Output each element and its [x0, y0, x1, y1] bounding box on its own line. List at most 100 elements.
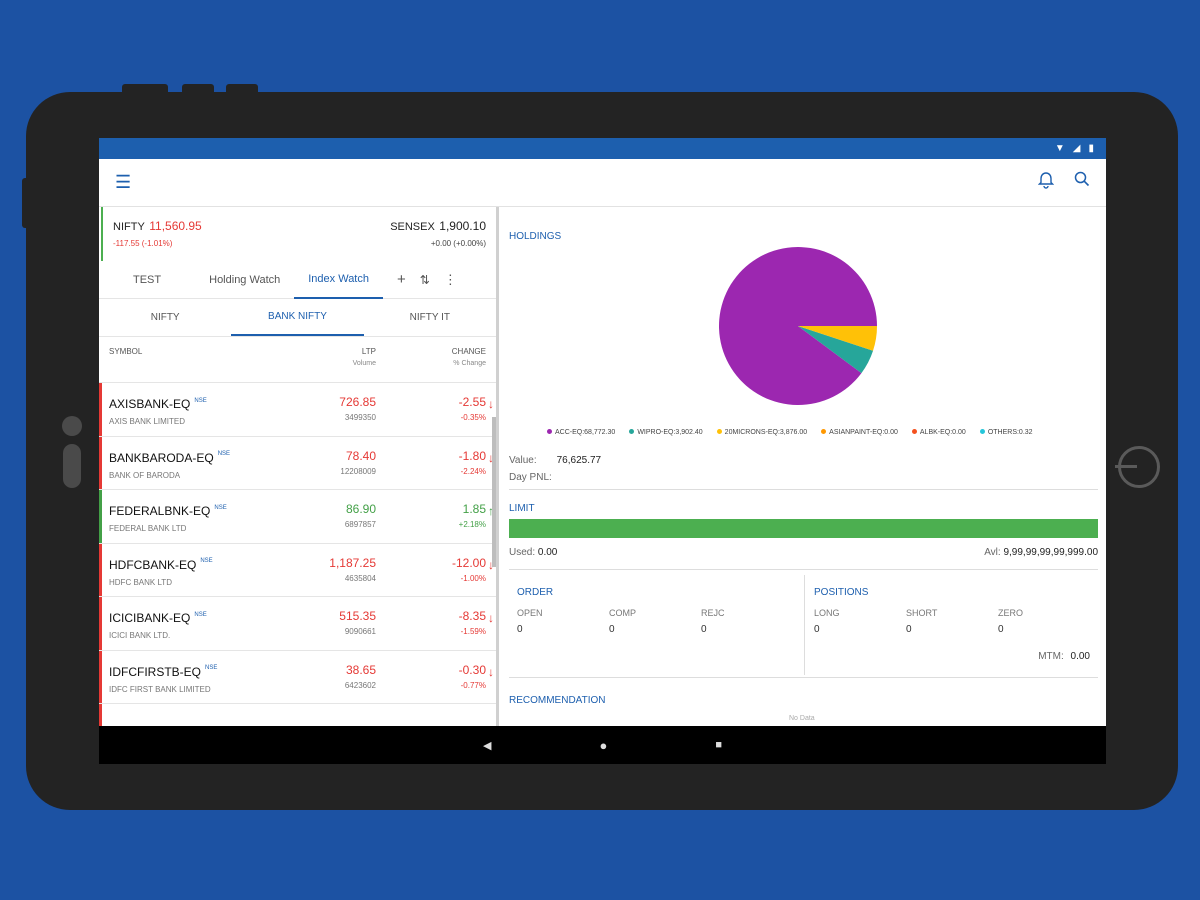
legend-dot: [821, 429, 827, 434]
legend-item: 20MICRONS-EQ:3,876.00: [716, 429, 807, 436]
stock-list: AXISBANK-EQ NSE AXIS BANK LIMITED 726.85 …: [99, 383, 496, 704]
trend-bar: [99, 597, 102, 650]
order-section[interactable]: ORDER OPEN 0 COMP 0 REJC 0: [517, 587, 725, 635]
row-company: HDFC BANK LTD: [109, 577, 172, 587]
row-pct-change: -0.77%: [460, 680, 486, 690]
sensor-icon: [63, 444, 81, 488]
hamburger-menu-icon[interactable]: ☰: [115, 172, 132, 192]
legend-label: ASIANPAINT-EQ:0.00: [829, 429, 898, 436]
row-symbol: FEDERALBNK-EQ: [109, 504, 211, 518]
exchange-tag: NSE: [194, 397, 207, 404]
row-volume: 3499350: [344, 413, 376, 422]
divider: [804, 575, 805, 675]
row-ltp: 86.90: [345, 502, 376, 516]
exchange-tag: NSE: [200, 558, 213, 565]
watchlist-panel: NIFTY 11,560.95 -117.55 (-1.01%) SENSEX …: [99, 207, 499, 726]
pie-slice[interactable]: [798, 326, 877, 351]
holdings-pie-chart[interactable]: [717, 245, 879, 412]
row-volume: 12208009: [340, 466, 376, 476]
index-summary: NIFTY 11,560.95 -117.55 (-1.01%) SENSEX …: [101, 207, 496, 261]
arrow-down-icon: ↓: [488, 397, 494, 411]
power-icon: [1115, 446, 1160, 488]
table-row[interactable]: AXISBANK-EQ NSE AXIS BANK LIMITED 726.85 …: [99, 383, 496, 437]
legend-dot: [629, 429, 635, 434]
arrow-up-icon: ↑: [488, 504, 494, 518]
legend-dot: [979, 429, 985, 434]
divider: [509, 677, 1098, 678]
row-symbol: HDFCBANK-EQ: [109, 557, 197, 572]
row-company: FEDERAL BANK LTD: [109, 524, 187, 533]
status-bar: ▼ ◢ ▮: [99, 138, 1106, 159]
row-pct-change: -1.00%: [460, 573, 486, 583]
scrollbar[interactable]: [492, 417, 496, 567]
more-vert-icon[interactable]: ⋮: [443, 271, 457, 287]
camera-icon: [62, 416, 82, 436]
row-volume: 4635804: [344, 573, 376, 583]
legend-item: ACC-EQ:68,772.30: [547, 429, 615, 436]
row-change: -8.35: [458, 609, 486, 623]
tab-nifty[interactable]: NIFTY: [150, 312, 180, 323]
sort-icon[interactable]: ⇅: [419, 272, 430, 287]
exchange-tag: NSE: [205, 665, 218, 672]
table-row[interactable]: ICICIBANK-EQ NSE ICICI BANK LTD. 515.35 9…: [99, 597, 496, 651]
legend-item: WIPRO-EQ:3,902.40: [629, 429, 703, 436]
search-icon[interactable]: [1074, 171, 1090, 194]
tab-holding-watch[interactable]: Holding Watch: [209, 273, 281, 286]
table-row[interactable]: FEDERALBNK-EQ NSE FEDERAL BANK LTD 86.90 …: [99, 490, 496, 544]
legend-item: ALBK-EQ:0.00: [911, 429, 966, 436]
holdings-legend: ACC-EQ:68,772.30 WIPRO-EQ:3,902.40 20MICRO…: [547, 429, 1033, 436]
holdings-title: HOLDINGS: [509, 231, 562, 242]
volume-button: [122, 84, 168, 94]
no-data-text: No Data: [789, 715, 815, 722]
trend-bar: [99, 490, 102, 543]
legend-dot: [911, 429, 917, 434]
legend-item: ASIANPAINT-EQ:0.00: [821, 429, 898, 436]
row-symbol: BANKBARODA-EQ: [109, 450, 214, 465]
tab-nifty-it[interactable]: NIFTY IT: [409, 312, 450, 323]
row-change: -1.80: [458, 448, 486, 463]
sensex-index[interactable]: SENSEX 1,900.10 +0.00 (+0.00%): [390, 219, 486, 248]
arrow-down-icon: ↓: [488, 557, 494, 572]
screen: ▼ ◢ ▮ ☰ NIFTY 11,560.95 -117.55 (-1.01%)…: [99, 138, 1106, 764]
exchange-tag: NSE: [194, 611, 207, 618]
row-pct-change: -0.35%: [460, 413, 486, 422]
table-row[interactable]: IDFCFIRSTB-EQ NSE IDFC FIRST BANK LIMITED…: [99, 650, 496, 704]
home-icon[interactable]: ●: [599, 737, 608, 753]
legend-dot: [547, 429, 552, 434]
bell-icon[interactable]: [1037, 171, 1055, 194]
row-ltp: 726.85: [339, 395, 376, 409]
recommendation-title: RECOMMENDATION: [509, 695, 606, 706]
table-row[interactable]: [99, 704, 496, 726]
tab-bank-nifty[interactable]: BANK NIFTY: [231, 299, 364, 336]
limit-title: LIMIT: [509, 503, 535, 514]
divider: [509, 569, 1098, 570]
pie-slice[interactable]: [798, 326, 874, 374]
trend-bar: [99, 650, 102, 703]
nifty-index[interactable]: NIFTY 11,560.95 -117.55 (-1.01%): [113, 219, 202, 248]
app-bar: ☰: [99, 159, 1106, 207]
side-button: [22, 178, 30, 228]
exchange-tag: NSE: [214, 504, 227, 511]
row-volume: 6897857: [344, 520, 376, 529]
battery-icon: ▮: [1088, 143, 1094, 154]
power-button: [226, 84, 258, 94]
table-row[interactable]: BANKBARODA-EQ NSE BANK OF BARODA 78.40 12…: [99, 436, 496, 490]
arrow-down-icon: ↓: [488, 664, 494, 679]
limit-used: Used: 0.00: [509, 547, 558, 558]
legend-label: ALBK-EQ:0.00: [919, 429, 966, 436]
recents-icon[interactable]: ■: [715, 739, 722, 751]
row-company: IDFC FIRST BANK LIMITED: [109, 684, 211, 694]
day-pnl: Day PNL:: [509, 472, 552, 483]
tab-index-watch[interactable]: Index Watch: [294, 261, 383, 299]
row-change: -0.30: [458, 662, 486, 677]
dashboard-panel: HOLDINGS ACC-EQ:68,772.30 WIPRO-EQ:3,902.…: [499, 207, 1106, 726]
row-symbol: ICICIBANK-EQ: [109, 611, 191, 625]
back-icon[interactable]: ◀: [483, 739, 492, 752]
signal-icon: ◢: [1072, 143, 1081, 154]
positions-section[interactable]: POSITIONS LONG 0 SHORT 0 ZERO 0: [814, 587, 1024, 635]
row-pct-change: +2.18%: [458, 520, 486, 529]
table-row[interactable]: HDFCBANK-EQ NSE HDFC BANK LTD 1,187.25 46…: [99, 543, 496, 597]
row-company: AXIS BANK LIMITED: [109, 417, 186, 426]
tab-test[interactable]: TEST: [133, 273, 162, 286]
add-icon[interactable]: +: [396, 271, 406, 288]
